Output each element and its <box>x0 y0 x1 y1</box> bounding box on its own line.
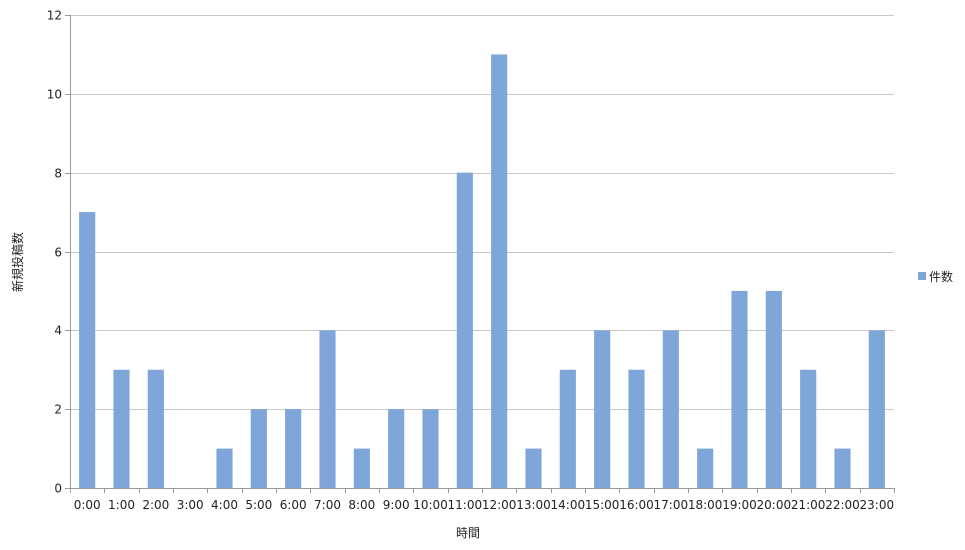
bar <box>662 330 679 488</box>
bar <box>697 448 714 488</box>
x-tick-label: 7:00 <box>314 498 341 512</box>
x-tick-label: 12:00 <box>482 498 517 512</box>
bar <box>800 369 817 488</box>
x-tick-label: 11:00 <box>448 498 483 512</box>
x-tick-label: 17:00 <box>654 498 689 512</box>
x-tick-label: 4:00 <box>211 498 238 512</box>
x-tick-label: 21:00 <box>791 498 826 512</box>
bar <box>868 330 885 488</box>
y-tick-label: 6 <box>54 246 62 260</box>
x-tick-label: 10:00 <box>413 498 448 512</box>
bar <box>834 448 851 488</box>
bar <box>79 212 96 489</box>
bar <box>765 290 782 488</box>
bar <box>422 409 439 488</box>
bar <box>216 448 233 488</box>
x-tick-label: 18:00 <box>688 498 723 512</box>
x-tick-label: 9:00 <box>383 498 410 512</box>
x-tick-label: 23:00 <box>860 498 895 512</box>
x-tick-label: 14:00 <box>551 498 586 512</box>
x-tick-label: 6:00 <box>280 498 307 512</box>
legend-label: 件数 <box>929 269 953 284</box>
axes <box>65 15 895 493</box>
bar <box>113 369 130 488</box>
x-tick-label: 8:00 <box>348 498 375 512</box>
bar <box>731 290 748 488</box>
y-tick-label: 4 <box>54 324 62 338</box>
y-tick-label: 8 <box>54 167 62 181</box>
x-tick-label: 20:00 <box>757 498 792 512</box>
bar <box>594 330 611 488</box>
x-tick-label: 16:00 <box>619 498 654 512</box>
bar <box>456 172 473 488</box>
bar <box>559 369 576 488</box>
legend-swatch <box>918 272 926 280</box>
x-tick-label: 22:00 <box>825 498 860 512</box>
gridlines <box>70 15 894 410</box>
x-tick-label: 3:00 <box>177 498 204 512</box>
x-tick-labels: 0:00 1:00 2:00 3:00 4:00 5:00 6:00 7:00 8:00 9:00… <box>74 498 894 512</box>
x-tick-label: 1:00 <box>108 498 135 512</box>
x-tick-label: 0:00 <box>74 498 101 512</box>
bar <box>388 409 405 488</box>
bar <box>491 54 508 489</box>
y-tick-label: 10 <box>47 88 62 102</box>
y-tick-label: 0 <box>54 482 62 496</box>
y-tick-labels: 0 2 4 6 8 10 12 <box>47 9 62 496</box>
bar <box>525 448 542 488</box>
y-tick-label: 12 <box>47 9 62 23</box>
x-tick-label: 15:00 <box>585 498 620 512</box>
x-tick-label: 2:00 <box>142 498 169 512</box>
x-tick-label: 19:00 <box>722 498 757 512</box>
y-tick-label: 2 <box>54 403 62 417</box>
x-axis-title: 時間 <box>456 526 480 540</box>
bar <box>353 448 370 488</box>
bars <box>79 54 885 489</box>
y-axis-title: 新規投稿数 <box>10 232 25 292</box>
legend: 件数 <box>918 269 953 284</box>
bar <box>250 409 267 488</box>
bar <box>147 369 164 488</box>
bar <box>285 409 302 488</box>
bar <box>319 330 336 488</box>
x-tick-label: 5:00 <box>245 498 272 512</box>
x-tick-label: 13:00 <box>516 498 551 512</box>
bar <box>628 369 645 488</box>
